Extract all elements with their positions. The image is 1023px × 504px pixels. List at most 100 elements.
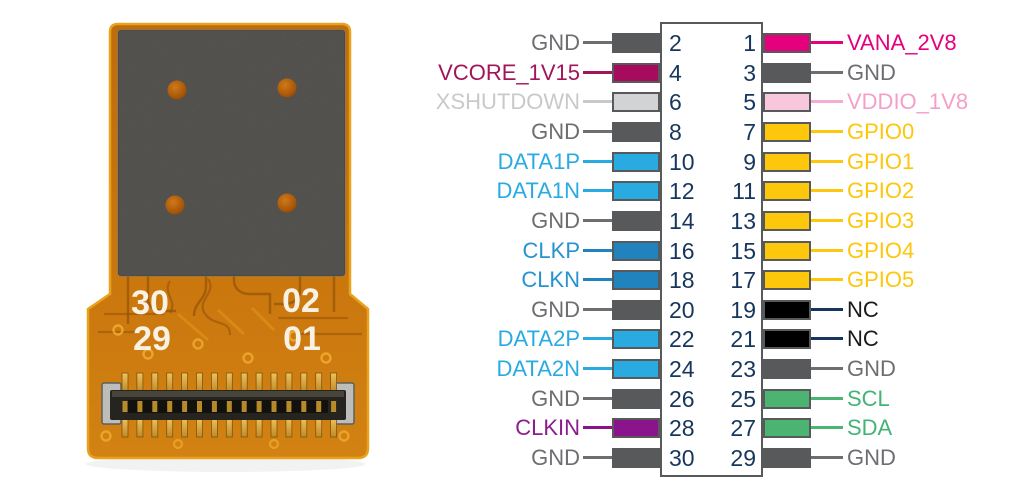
pin-bar-right [763,329,811,350]
pin-wire-left [583,426,612,430]
pin-label-right: GPIO2 [847,178,915,204]
camera-module-photo: 30 02 29 01 [86,22,370,472]
pin-number-left: 2 [669,30,682,56]
pin-wire-right [811,278,843,282]
pin-number-right: 7 [743,118,756,145]
silkscreen-30: 30 [131,284,169,322]
silkscreen-29: 29 [133,320,171,358]
pin-number-right: 11 [732,178,756,205]
pin-number-left: 8 [669,118,682,145]
pin-number-left: 18 [669,267,695,294]
pin-wire-right [811,218,843,222]
pin-wire-left [583,129,612,133]
pin-wire-right [811,456,843,459]
pin-wire-left [583,396,612,400]
pin-wire-right [811,159,843,163]
pin-wire-left [583,248,612,252]
pin-row: DATA2P 22 21 NC [430,326,1015,353]
pin-label-left: DATA1N [496,178,580,204]
pin-wire-right [811,70,843,74]
connector-pins-bottom [121,417,338,438]
pin-wire-left [583,159,612,163]
pin-wire-right [811,426,843,430]
pin-bar-right [763,240,811,261]
connector-pins-top [121,372,338,393]
pin-row: DATA1P 10 9 GPIO1 [430,148,1015,175]
flex-traces [98,252,368,450]
pin-row: GND 14 13 GPIO3 [430,207,1015,234]
pin-bar-left [612,329,660,350]
pin-wire-right [811,100,843,104]
pin-label-right: GPIO3 [847,207,915,233]
pin-label-right: GND [847,356,896,381]
pin-number-left: 24 [669,356,695,382]
pin-label-right: VDDIO_1V8 [847,89,969,115]
pin-wire-left [583,307,612,311]
pin-label-left: GND [531,30,580,55]
pin-bar-right [763,299,811,320]
pin-bar-right [763,448,811,468]
pin-label-right: NC [847,326,879,352]
pin-bar-right [763,270,811,291]
pin-bar-left [612,151,660,172]
pin-row: VCORE_1V15 4 3 GND [430,59,1015,86]
pin-number-right: 13 [730,207,756,234]
pin-label-left: GND [531,445,580,470]
pin-wire-right [811,189,843,193]
pin-row: DATA2N 24 23 GND [430,356,1015,382]
pin-label-left: GND [531,118,580,144]
pin-label-right: GPIO0 [847,118,915,144]
plate-hole [165,195,185,215]
pin-number-right: 1 [743,30,756,56]
pin-bar-left [612,448,660,468]
pin-bar-left [612,359,660,379]
pin-number-left: 6 [669,89,682,116]
pin-number-right: 17 [730,267,756,294]
pin-number-right: 3 [743,59,756,86]
pin-row: CLKN 18 17 GPIO5 [430,267,1015,294]
pin-wire-left [583,456,612,459]
pin-bar-right [763,92,811,113]
pin-number-right: 25 [730,385,756,412]
pin-row: XSHUTDOWN 6 5 VDDIO_1V8 [430,89,1015,116]
pin-bar-right [763,33,811,53]
pin-bar-right [763,210,811,231]
pin-number-left: 4 [669,59,682,86]
pin-bar-right [763,418,811,439]
silkscreen-02: 02 [282,282,320,320]
pin-wire-right [811,337,843,341]
pin-label-left: DATA2P [497,326,580,352]
pin-wire-left [583,41,612,44]
pin-number-left: 10 [669,148,695,175]
pin-label-right: SDA [847,415,893,441]
pin-bar-left [612,240,660,261]
pin-number-left: 20 [669,296,695,323]
pin-number-left: 26 [669,385,695,412]
pin-bar-left [612,418,660,439]
flex-silkscreen: 30 02 29 01 [131,282,321,358]
pin-number-left: 14 [669,207,695,234]
pin-label-right: VANA_2V8 [847,30,957,55]
pin-row: GND 20 19 NC [430,296,1015,323]
pin-number-left: 22 [669,326,695,353]
pin-number-left: 12 [669,178,695,205]
pin-number-right: 5 [743,89,756,116]
pin-bar-left [612,33,660,53]
pin-row: GND 2 1 VANA_2V8 [430,30,1015,56]
pin-label-left: CLKP [522,237,580,263]
pin-label-right: SCL [847,385,890,411]
pin-label-right: NC [847,296,879,322]
pin-wire-left [583,218,612,222]
pin-wire-left [583,278,612,282]
pin-label-left: DATA2N [496,356,580,381]
pin-wire-left [583,367,612,370]
silkscreen-01: 01 [283,320,321,358]
pin-row: CLKP 16 15 GPIO4 [430,237,1015,263]
pin-wire-right [811,307,843,311]
pin-bar-right [763,62,811,83]
pin-bar-left [612,121,660,142]
pin-bar-left [612,299,660,320]
sensor-plate [117,29,346,277]
pin-bar-left [612,181,660,202]
